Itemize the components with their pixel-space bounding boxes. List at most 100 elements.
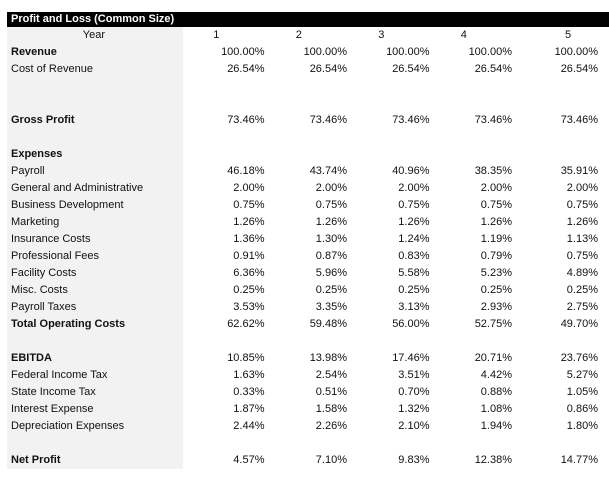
value-cell: 1.87%: [233, 403, 265, 415]
value-cell: [513, 78, 599, 95]
value-cell: 2.00%: [480, 182, 512, 194]
value-cell: 1.63%: [233, 369, 265, 381]
profit-loss-table: Year 1 2 3 4 5 Revenue 100.00% 100.00% 100.…: [7, 27, 609, 469]
value-cell: [431, 78, 514, 95]
value-cell: 100.00%: [386, 46, 430, 58]
value-cell: 5.58%: [398, 267, 430, 279]
value-cell: 14.77%: [560, 454, 598, 466]
value-cell: 100.00%: [221, 46, 265, 58]
value-cell: 0.70%: [398, 386, 430, 398]
value-cell: 35.91%: [560, 165, 598, 177]
table-row: Gross Profit 73.46% 73.46% 73.46% 73.46% 73.4…: [7, 112, 609, 129]
value-cell: 73.46%: [474, 114, 512, 126]
value-cell: 1.58%: [315, 403, 347, 415]
value-cell: 7.10%: [315, 454, 347, 466]
table-row: Interest Expense 1.87% 1.58% 1.32% 1.08% 0.86…: [7, 401, 609, 418]
row-label: Depreciation Expenses: [7, 418, 183, 435]
value-cell: 49.70%: [560, 318, 598, 330]
row-label: [7, 78, 183, 95]
row-label: Insurance Costs: [7, 231, 183, 248]
value-cell: [183, 95, 266, 112]
table-row: Facility Costs 6.36% 5.96% 5.58% 5.23% 4.89%: [7, 265, 609, 282]
value-cell: 1.32%: [398, 403, 430, 415]
value-cell: 0.88%: [480, 386, 512, 398]
value-cell: 1.80%: [566, 420, 598, 432]
row-label: Business Development: [7, 197, 183, 214]
row-label: Gross Profit: [7, 112, 183, 129]
value-cell: 2.00%: [566, 182, 598, 194]
value-cell: [431, 129, 514, 146]
value-cell: 4.57%: [233, 454, 265, 466]
value-cell: 2.75%: [566, 301, 598, 313]
value-cell: 3.51%: [398, 369, 430, 381]
blank-row: [7, 435, 609, 452]
value-cell: 9.83%: [398, 454, 430, 466]
table-row: General and Administrative 2.00% 2.00% 2.00…: [7, 180, 609, 197]
year-header-row: Year 1 2 3 4 5: [7, 27, 609, 44]
row-label: Professional Fees: [7, 248, 183, 265]
year-header-cell: 4: [460, 29, 467, 41]
blank-row: [7, 95, 609, 112]
value-cell: 0.79%: [480, 250, 512, 262]
table-row: Expenses: [7, 146, 609, 163]
value-cell: [348, 435, 431, 452]
value-cell: 1.24%: [398, 233, 430, 245]
row-label: Federal Income Tax: [7, 367, 183, 384]
blank-row: [7, 129, 609, 146]
row-label: Misc. Costs: [7, 282, 183, 299]
blank-row: [7, 78, 609, 95]
value-cell: 0.87%: [315, 250, 347, 262]
value-cell: 2.00%: [233, 182, 265, 194]
row-label: [7, 333, 183, 350]
value-cell: 5.27%: [566, 369, 598, 381]
value-cell: 0.25%: [566, 284, 598, 296]
value-cell: 0.75%: [566, 250, 598, 262]
value-cell: [431, 146, 514, 163]
value-cell: 1.26%: [315, 216, 347, 228]
value-cell: [348, 78, 431, 95]
value-cell: 1.26%: [480, 216, 512, 228]
table-row: Business Development 0.75% 0.75% 0.75% 0.75%…: [7, 197, 609, 214]
value-cell: 1.36%: [233, 233, 265, 245]
table-row: Payroll 46.18% 43.74% 40.96% 38.35% 35.91%: [7, 163, 609, 180]
value-cell: 38.35%: [474, 165, 512, 177]
value-cell: 2.00%: [398, 182, 430, 194]
blank-row: [7, 333, 609, 350]
value-cell: [183, 78, 266, 95]
value-cell: 1.08%: [480, 403, 512, 415]
row-label: State Income Tax: [7, 384, 183, 401]
value-cell: 1.26%: [566, 216, 598, 228]
value-cell: 26.54%: [309, 63, 347, 75]
value-cell: 2.44%: [233, 420, 265, 432]
value-cell: 73.46%: [227, 114, 265, 126]
row-label: Payroll: [7, 163, 183, 180]
value-cell: 0.51%: [315, 386, 347, 398]
value-cell: 1.26%: [398, 216, 430, 228]
value-cell: 73.46%: [560, 114, 598, 126]
value-cell: 5.96%: [315, 267, 347, 279]
value-cell: [513, 129, 599, 146]
year-header-cell: 1: [213, 29, 220, 41]
value-cell: [266, 95, 349, 112]
year-header-cell: 3: [378, 29, 385, 41]
value-cell: 2.54%: [315, 369, 347, 381]
value-cell: 0.25%: [315, 284, 347, 296]
value-cell: 26.54%: [474, 63, 512, 75]
row-label: Total Operating Costs: [7, 316, 183, 333]
row-label: Net Profit: [7, 452, 183, 469]
row-label: Expenses: [7, 146, 183, 163]
value-cell: 62.62%: [227, 318, 265, 330]
value-cell: 4.42%: [480, 369, 512, 381]
value-cell: [183, 146, 266, 163]
value-cell: 2.93%: [480, 301, 512, 313]
value-cell: 1.94%: [480, 420, 512, 432]
value-cell: 0.25%: [233, 284, 265, 296]
value-cell: 56.00%: [392, 318, 430, 330]
row-label: EBITDA: [7, 350, 183, 367]
value-cell: [266, 333, 349, 350]
value-cell: 12.38%: [474, 454, 512, 466]
value-cell: [183, 129, 266, 146]
value-cell: [513, 95, 599, 112]
value-cell: 59.48%: [309, 318, 347, 330]
value-cell: 0.75%: [233, 199, 265, 211]
